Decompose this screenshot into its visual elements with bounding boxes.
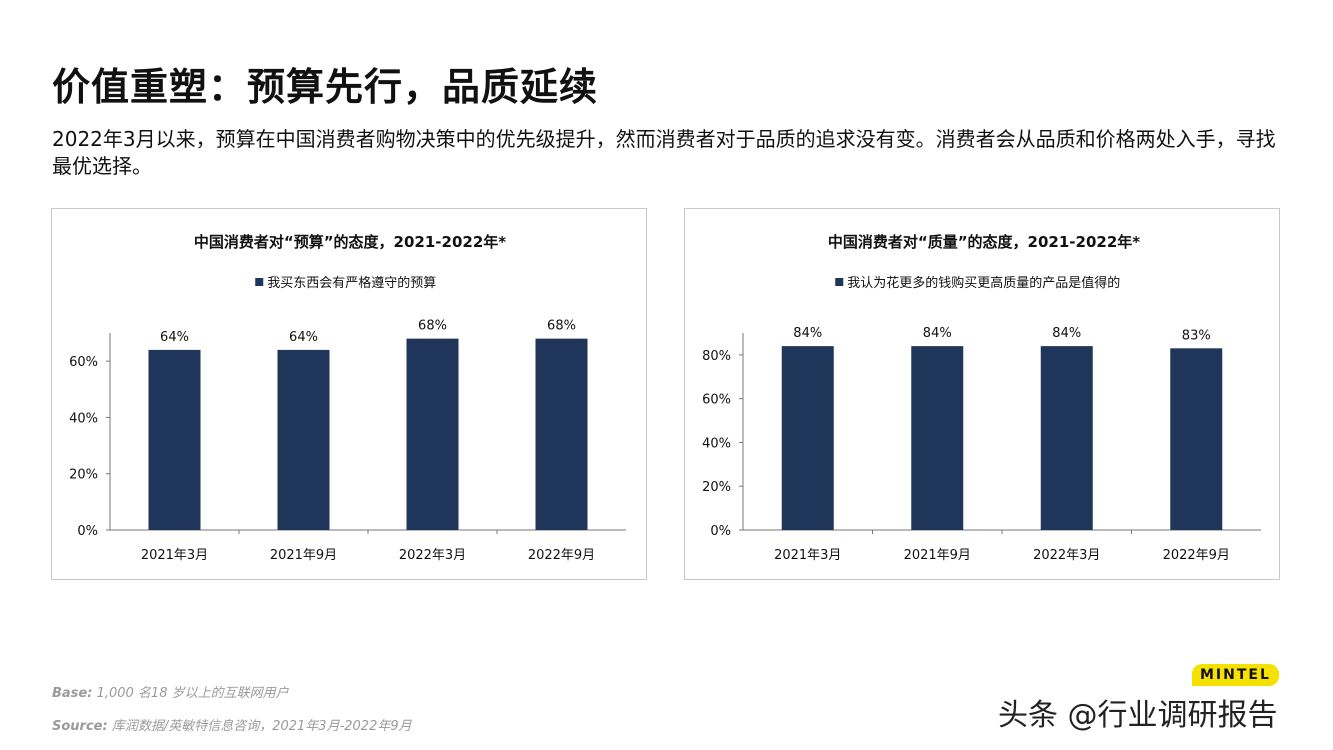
base-label: Base: xyxy=(52,686,93,701)
legend-swatch xyxy=(835,278,844,286)
x-tick-label: 2021年3月 xyxy=(141,548,208,563)
bar xyxy=(148,349,201,530)
y-tick-label: 0% xyxy=(77,524,98,539)
x-tick-label: 2022年3月 xyxy=(1033,548,1100,563)
bar xyxy=(781,346,834,530)
source-note: Source: 库润数据/英敏特信息咨询，2021年3月-2022年9月 xyxy=(52,715,412,734)
chart-title: 中国消费者对“质量”的态度，2021-2022年* xyxy=(828,233,1140,251)
data-label: 84% xyxy=(793,326,822,341)
bar xyxy=(911,346,964,530)
bar xyxy=(277,349,330,530)
y-tick-label: 20% xyxy=(702,480,731,495)
bar xyxy=(1170,348,1223,530)
x-tick-label: 2022年9月 xyxy=(528,548,595,563)
y-tick-label: 60% xyxy=(702,393,731,408)
data-label: 83% xyxy=(1182,328,1211,343)
data-label: 64% xyxy=(289,330,318,345)
base-text: 1,000 名18 岁以上的互联网用户 xyxy=(96,686,289,701)
bar xyxy=(1040,346,1093,530)
y-tick-label: 40% xyxy=(702,436,731,451)
x-tick-label: 2021年9月 xyxy=(904,548,971,563)
source-text: 库润数据/英敏特信息咨询，2021年3月-2022年9月 xyxy=(111,719,412,734)
data-label: 64% xyxy=(160,330,189,345)
source-label: Source: xyxy=(52,719,108,734)
x-tick-label: 2022年9月 xyxy=(1163,548,1230,563)
y-tick-label: 80% xyxy=(702,349,731,364)
data-label: 84% xyxy=(1052,326,1081,341)
data-label: 68% xyxy=(547,319,576,334)
bar xyxy=(406,338,459,530)
x-tick-label: 2021年9月 xyxy=(270,548,337,563)
page-subtitle: 2022年3月以来，预算在中国消费者购物决策中的优先级提升，然而消费者对于品质的… xyxy=(52,127,1276,178)
page-title: 价值重塑：预算先行，品质延续 xyxy=(52,65,599,109)
quality-chart: 中国消费者对“质量”的态度，2021-2022年* 我认为花更多的钱购买更高质量的… xyxy=(684,208,1280,580)
watermark: 头条 @行业调研报告 xyxy=(998,698,1278,733)
chart-title: 中国消费者对“预算”的态度，2021-2022年* xyxy=(194,233,506,251)
bar xyxy=(535,338,588,530)
y-tick-label: 60% xyxy=(69,355,98,370)
data-label: 68% xyxy=(418,319,447,334)
y-tick-label: 0% xyxy=(710,524,731,539)
x-tick-label: 2021年3月 xyxy=(774,548,841,563)
legend-label: 我买东西会有严格遵守的预算 xyxy=(267,275,436,291)
legend-swatch xyxy=(255,278,264,286)
legend-label: 我认为花更多的钱购买更高质量的产品是值得的 xyxy=(847,275,1120,291)
base-note: Base: 1,000 名18 岁以上的互联网用户 xyxy=(52,682,289,701)
mintel-logo: MINTEL xyxy=(1192,664,1279,686)
x-tick-label: 2022年3月 xyxy=(399,548,466,563)
y-tick-label: 40% xyxy=(69,411,98,426)
data-label: 84% xyxy=(923,326,952,341)
y-tick-label: 20% xyxy=(69,468,98,483)
budget-chart: 中国消费者对“预算”的态度，2021-2022年* 我买东西会有严格遵守的预算 0%… xyxy=(51,208,647,580)
